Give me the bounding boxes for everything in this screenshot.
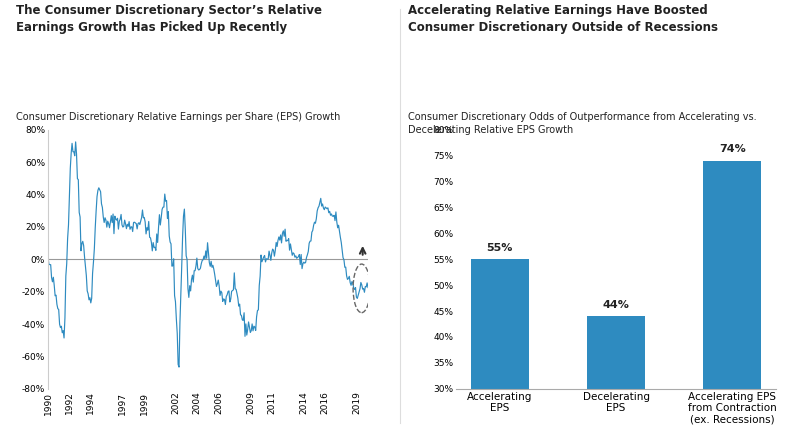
Bar	[587, 316, 645, 389]
Text: The Consumer Discretionary Sector’s Relative
Earnings Growth Has Picked Up Recen: The Consumer Discretionary Sector’s Rela…	[16, 4, 322, 34]
Text: Accelerating Relative Earnings Have Boosted
Consumer Discretionary Outside of Re: Accelerating Relative Earnings Have Boos…	[408, 4, 718, 34]
Bar	[703, 161, 762, 389]
Text: Consumer Discretionary Relative Earnings per Share (EPS) Growth: Consumer Discretionary Relative Earnings…	[16, 112, 340, 122]
Text: 44%: 44%	[602, 300, 630, 310]
Bar	[470, 259, 529, 389]
Text: 55%: 55%	[486, 243, 513, 253]
Text: 74%: 74%	[719, 144, 746, 155]
Text: Consumer Discretionary Odds of Outperformance from Accelerating vs.
Decelerating: Consumer Discretionary Odds of Outperfor…	[408, 112, 757, 135]
